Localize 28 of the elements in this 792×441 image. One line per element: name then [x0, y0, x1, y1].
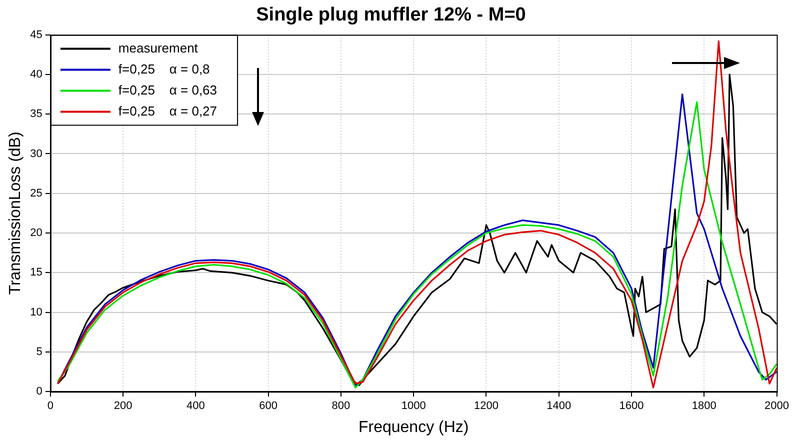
- y-tick-label: 5: [36, 346, 42, 358]
- legend-label: f=0,25 α = 0,63: [118, 82, 218, 98]
- x-tick-label: 200: [114, 400, 132, 412]
- x-axis-title: Frequency (Hz): [358, 418, 469, 436]
- chart-title: Single plug muffler 12% - M=0: [256, 4, 526, 26]
- x-tick-label: 0: [47, 400, 54, 412]
- x-tick-label: 1800: [692, 400, 716, 412]
- x-tick-label: 800: [332, 400, 350, 412]
- y-tick-label: 20: [30, 227, 42, 240]
- x-tick-label: 400: [186, 400, 205, 412]
- y-tick-label: 35: [30, 108, 42, 120]
- legend-label: measurement: [118, 40, 198, 56]
- y-tick-label: 0: [36, 386, 42, 398]
- x-tick-label: 1000: [401, 400, 426, 412]
- x-tick-label: 1200: [474, 400, 498, 412]
- y-tick-label: 25: [30, 187, 42, 200]
- y-axis-title: TransmissionLoss (dB): [7, 132, 24, 295]
- x-tick-label: 1600: [619, 400, 644, 412]
- y-tick-label: 30: [30, 148, 42, 160]
- y-tick-label: 10: [30, 306, 42, 318]
- y-tick-label: 15: [30, 266, 42, 279]
- x-tick-label: 600: [259, 400, 278, 412]
- legend-label: f=0,25 α = 0,8: [118, 61, 210, 76]
- y-tick-label: 40: [30, 68, 42, 80]
- legend-label: f=0,25 α = 0,27: [118, 103, 218, 118]
- x-tick-label: 1400: [546, 400, 572, 412]
- y-tick-label: 45: [30, 28, 42, 41]
- x-tick-label: 2000: [764, 400, 790, 412]
